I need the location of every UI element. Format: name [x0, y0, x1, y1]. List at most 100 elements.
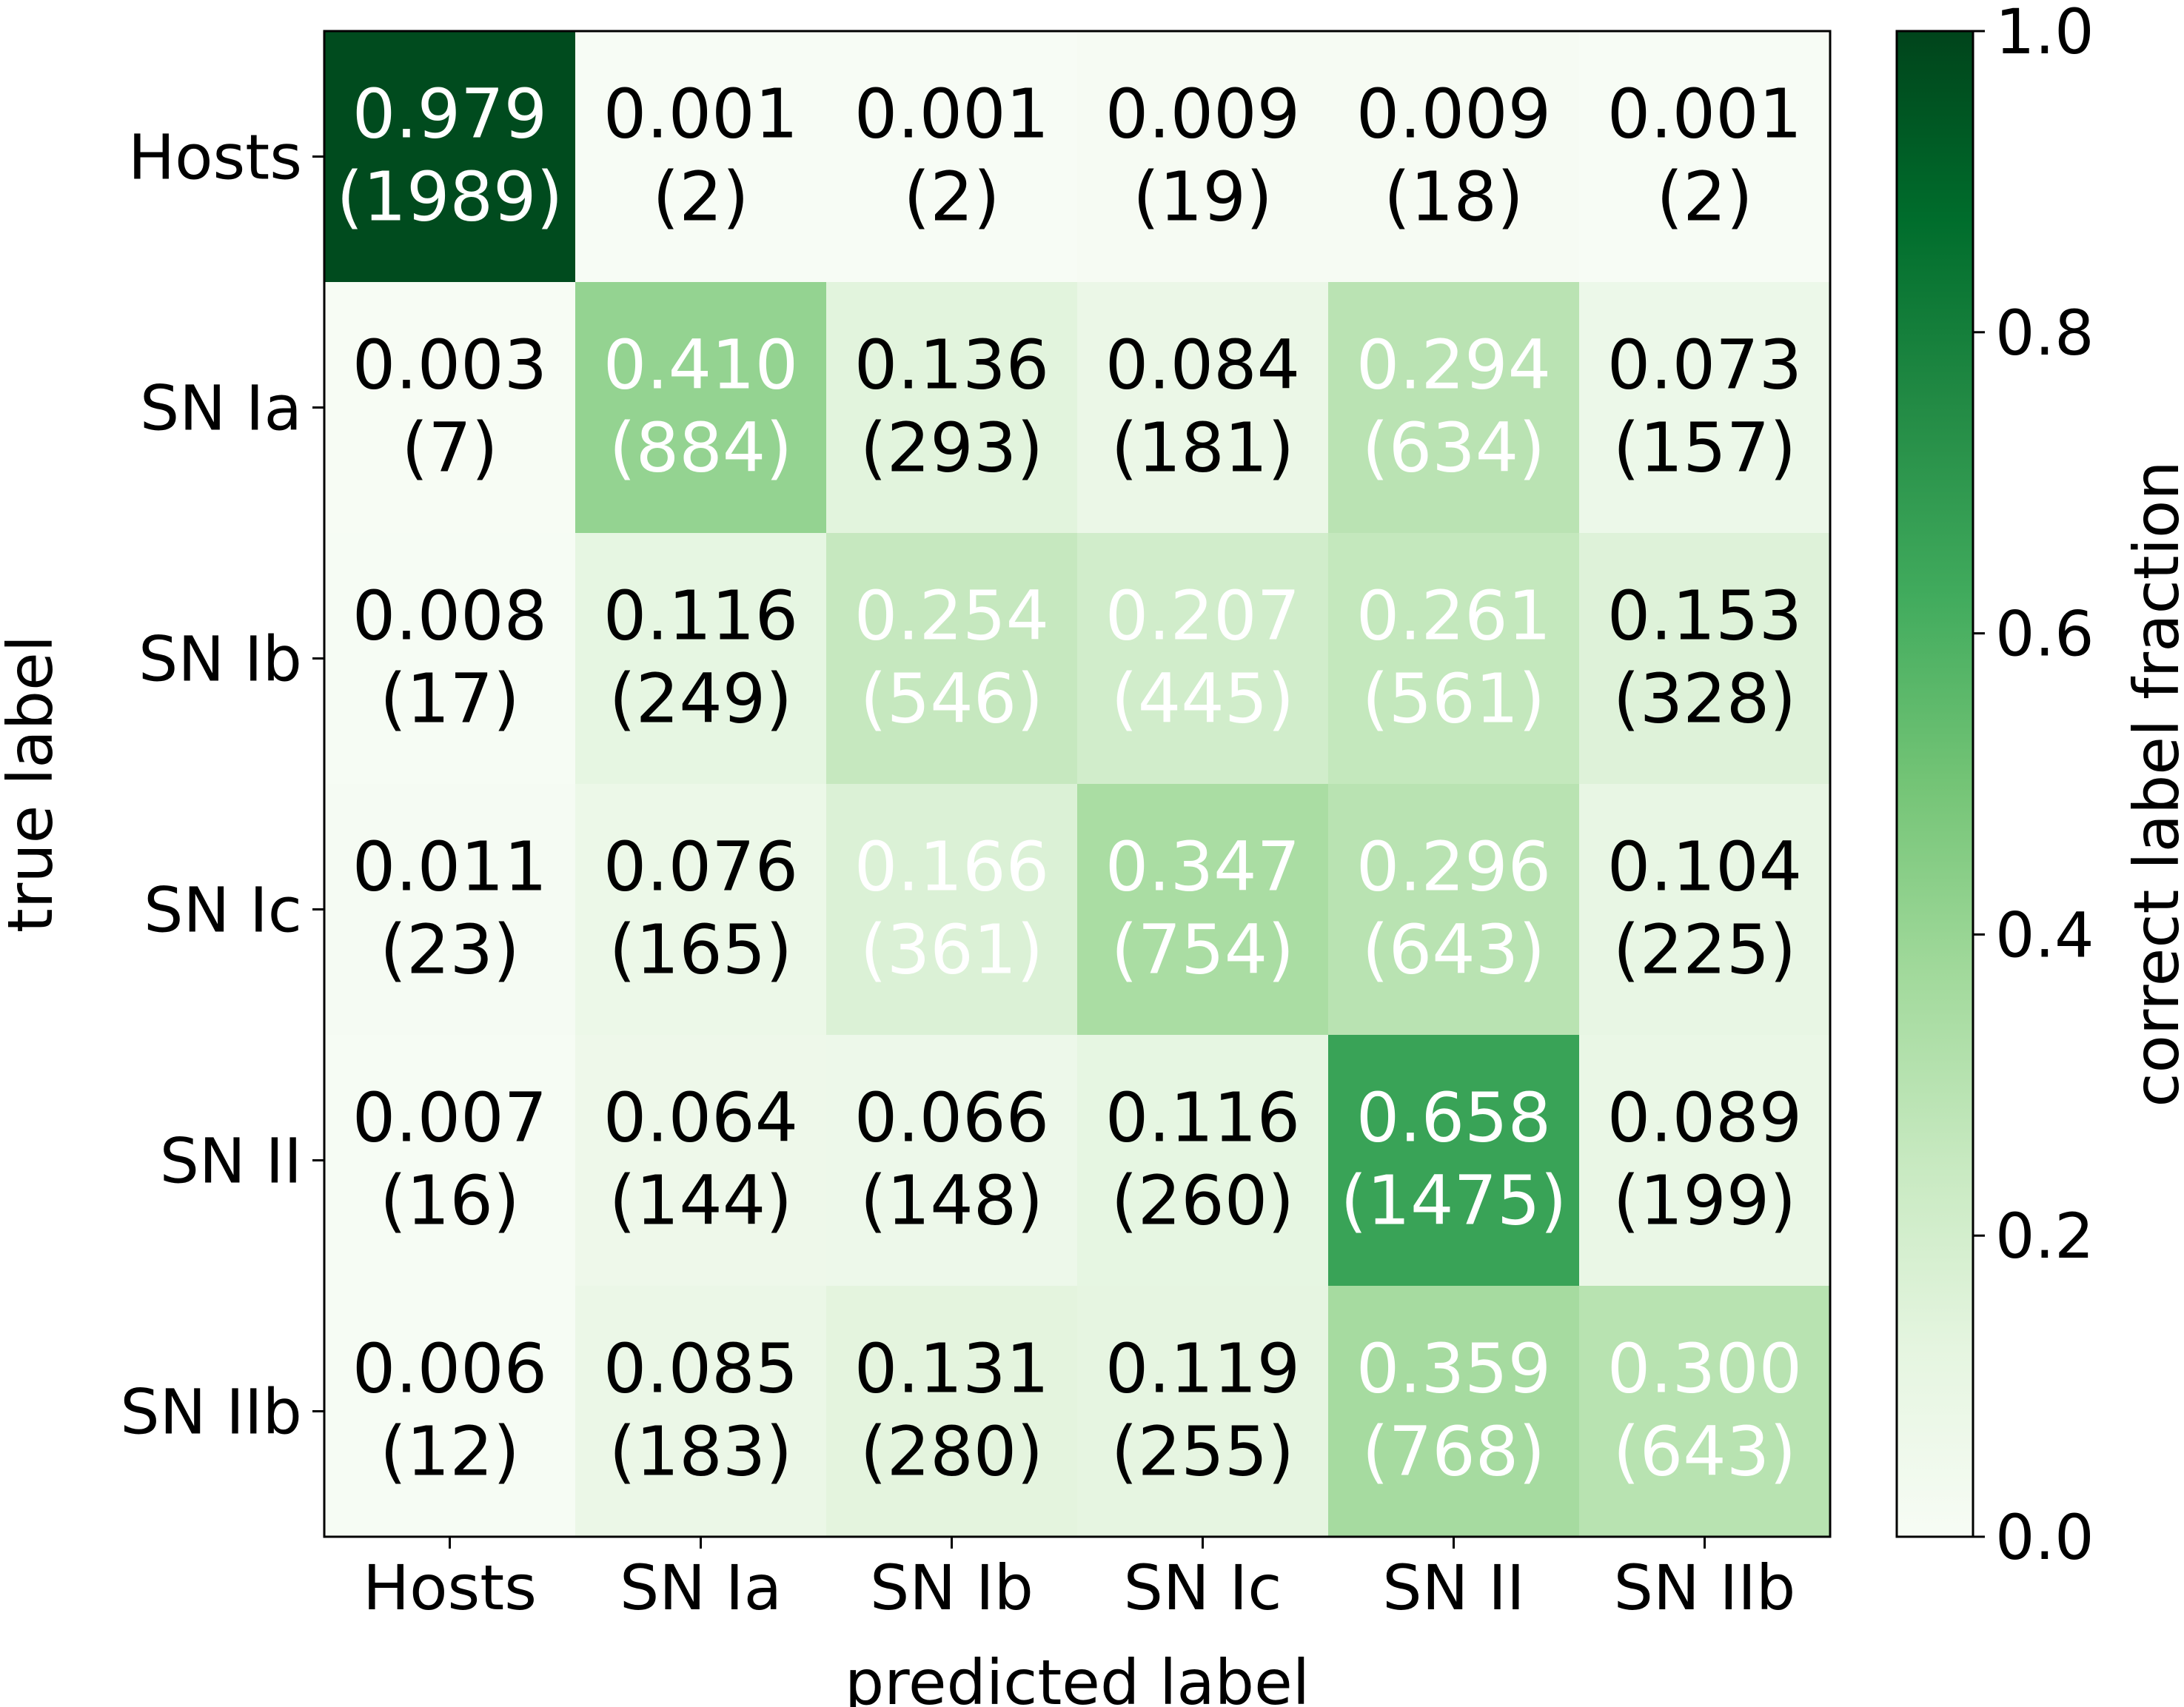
colorbar-tick-label: 0.4	[1995, 899, 2094, 971]
y-tick-label: SN Ia	[140, 372, 302, 445]
cell-count-label: (165)	[609, 910, 792, 990]
cell-count-label: (445)	[1111, 660, 1294, 739]
heatmap-cell	[1328, 1035, 1580, 1287]
heatmap-cell	[324, 1035, 576, 1287]
cell-count-label: (148)	[860, 1161, 1043, 1241]
colorbar-tick-label: 0.6	[1995, 598, 2094, 671]
cell-fraction-label: 0.254	[854, 577, 1049, 656]
heatmap-cell	[1077, 784, 1329, 1036]
cell-count-label: (255)	[1111, 1412, 1294, 1492]
heatmap-cell	[826, 282, 1078, 534]
heatmap-cell	[575, 533, 827, 785]
cell-count-label: (260)	[1111, 1161, 1294, 1241]
cell-count-label: (634)	[1362, 409, 1545, 488]
cell-count-label: (183)	[609, 1412, 792, 1492]
x-tick-label: SN Ib	[870, 1552, 1034, 1624]
heatmap-cell	[1328, 282, 1580, 534]
heatmap-cell	[826, 1286, 1078, 1537]
y-tick-label: SN IIb	[120, 1376, 302, 1449]
heatmap-cell	[826, 31, 1078, 283]
x-tick-label: SN Ic	[1124, 1552, 1282, 1624]
cell-count-label: (884)	[609, 409, 792, 488]
cell-fraction-label: 0.116	[1105, 1079, 1300, 1158]
heatmap-cells: 0.979(1989)0.001(2)0.001(2)0.009(19)0.00…	[324, 31, 1831, 1537]
heatmap-cell	[1579, 784, 1831, 1036]
cell-fraction-label: 0.347	[1105, 828, 1300, 907]
heatmap-cell	[1077, 282, 1329, 534]
y-axis-label: true label	[0, 635, 67, 933]
cell-count-label: (643)	[1362, 910, 1545, 990]
cell-fraction-label: 0.658	[1356, 1079, 1551, 1158]
heatmap-cell	[1579, 1035, 1831, 1287]
heatmap-cell	[575, 1286, 827, 1537]
cell-fraction-label: 0.006	[352, 1329, 547, 1409]
heatmap-cell	[324, 31, 576, 283]
heatmap-cell	[826, 784, 1078, 1036]
cell-fraction-label: 0.011	[352, 828, 547, 907]
cell-fraction-label: 0.073	[1607, 326, 1802, 405]
heatmap-cell	[1077, 1035, 1329, 1287]
cell-fraction-label: 0.003	[352, 326, 547, 405]
cell-fraction-label: 0.089	[1607, 1079, 1802, 1158]
heatmap-cell	[324, 533, 576, 785]
cell-count-label: (754)	[1111, 910, 1294, 990]
cell-fraction-label: 0.136	[854, 326, 1049, 405]
cell-fraction-label: 0.207	[1105, 577, 1300, 656]
cell-fraction-label: 0.001	[854, 75, 1049, 154]
heatmap-cell	[1328, 31, 1580, 283]
x-axis-label: predicted label	[845, 1646, 1310, 1707]
heatmap-cell	[324, 784, 576, 1036]
cell-count-label: (181)	[1111, 409, 1294, 488]
cell-count-label: (2)	[903, 158, 999, 237]
cell-count-label: (361)	[860, 910, 1043, 990]
cell-fraction-label: 0.009	[1356, 75, 1551, 154]
cell-count-label: (546)	[860, 660, 1043, 739]
colorbar-gradient	[1895, 30, 1974, 1538]
cell-fraction-label: 0.153	[1607, 577, 1802, 656]
heatmap-cell	[1077, 1286, 1329, 1537]
cell-count-label: (2)	[1656, 158, 1752, 237]
y-tick-label: SN Ic	[144, 874, 302, 947]
cell-count-label: (18)	[1384, 158, 1524, 237]
heatmap-cell	[1328, 1286, 1580, 1537]
heatmap-cell	[575, 1035, 827, 1287]
cell-fraction-label: 0.076	[603, 828, 798, 907]
cell-count-label: (1989)	[337, 158, 563, 237]
colorbar-ticks: 0.0 0.2 0.4 0.6 0.8 1.0	[1973, 0, 2094, 1574]
x-tick-label: SN Ia	[620, 1552, 782, 1624]
colorbar-tick-label: 0.2	[1995, 1200, 2094, 1272]
x-tick-label: SN IIb	[1614, 1552, 1796, 1624]
cell-count-label: (12)	[380, 1412, 520, 1492]
cell-count-label: (328)	[1613, 660, 1796, 739]
cell-fraction-label: 0.009	[1105, 75, 1300, 154]
y-tick-label: Hosts	[128, 121, 302, 194]
cell-count-label: (293)	[860, 409, 1043, 488]
y-tick-label: SN II	[160, 1125, 302, 1198]
cell-count-label: (249)	[609, 660, 792, 739]
colorbar-label: correct label fraction	[2120, 460, 2184, 1107]
cell-count-label: (1475)	[1341, 1161, 1567, 1241]
x-axis: Hosts SN Ia SN Ib SN Ic SN II SN IIb	[363, 1537, 1795, 1624]
heatmap-cell	[1579, 31, 1831, 283]
cell-count-label: (7)	[401, 409, 498, 488]
plot-frame	[323, 30, 1832, 1538]
cell-fraction-label: 0.300	[1607, 1329, 1802, 1409]
heatmap-cell	[1579, 1286, 1831, 1537]
cell-fraction-label: 0.008	[352, 577, 547, 656]
cell-fraction-label: 0.119	[1105, 1329, 1300, 1409]
heatmap-cell	[826, 533, 1078, 785]
colorbar-tick-label: 0.0	[1995, 1501, 2094, 1574]
heatmap-cell	[1077, 31, 1329, 283]
cell-count-label: (768)	[1362, 1412, 1545, 1492]
cell-count-label: (643)	[1613, 1412, 1796, 1492]
heatmap-cell	[575, 31, 827, 283]
x-tick-label: Hosts	[363, 1552, 537, 1624]
cell-fraction-label: 0.979	[352, 75, 547, 154]
cell-fraction-label: 0.001	[1607, 75, 1802, 154]
cell-fraction-label: 0.064	[603, 1079, 798, 1158]
cell-fraction-label: 0.296	[1356, 828, 1551, 907]
colorbar-tick-label: 0.8	[1995, 297, 2094, 369]
y-tick-label: SN Ib	[138, 623, 302, 696]
y-axis: Hosts SN Ia SN Ib SN Ic SN II SN IIb	[120, 121, 324, 1449]
